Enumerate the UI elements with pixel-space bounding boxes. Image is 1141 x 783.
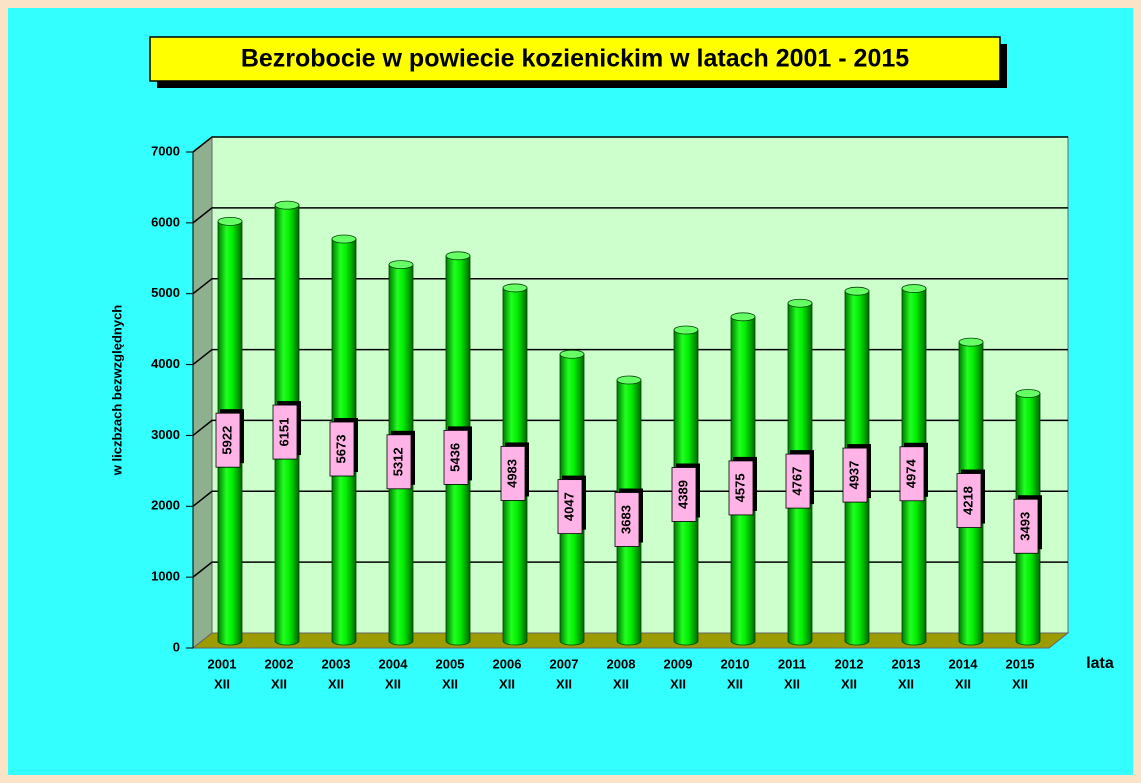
- x-tick-label: 2006: [493, 656, 522, 671]
- data-label: 4974: [903, 459, 918, 489]
- data-label: 5922: [219, 426, 234, 455]
- y-tick-label: 0: [173, 639, 180, 654]
- x-tick-label: 2008: [607, 656, 636, 671]
- label-box: [557, 479, 583, 535]
- x-tick-label: 2001: [208, 656, 237, 671]
- x-tick-label: 2014: [949, 656, 979, 671]
- bar-top: [958, 337, 984, 347]
- x-tick-label: XII: [613, 676, 629, 691]
- label-box: [1013, 498, 1039, 554]
- x-tick-label: XII: [499, 676, 515, 691]
- x-tick-label: 2013: [892, 656, 921, 671]
- label-box: [386, 434, 412, 490]
- x-tick-label: XII: [670, 676, 686, 691]
- x-tick-label: 2015: [1006, 656, 1035, 671]
- x-tick-label: XII: [727, 676, 743, 691]
- x-tick-label: 2005: [436, 656, 465, 671]
- bar-top: [274, 200, 300, 210]
- y-tick-label: 2000: [151, 498, 180, 513]
- bar-top: [616, 375, 642, 385]
- data-label: 6151: [276, 418, 291, 447]
- x-tick-label: XII: [328, 676, 344, 691]
- grid-line: [192, 561, 1068, 578]
- data-label: 4047: [561, 492, 576, 521]
- label-box: [728, 460, 754, 516]
- data-label: 4575: [732, 473, 747, 502]
- bar-top: [1015, 389, 1041, 398]
- data-label: 4983: [504, 459, 519, 488]
- label-box: [215, 412, 241, 468]
- bar-top: [331, 234, 357, 244]
- bar-top: [502, 283, 528, 293]
- x-tick-label: 2011: [778, 656, 806, 671]
- x-tick-label: XII: [385, 676, 401, 691]
- x-tick-label: 2003: [322, 656, 351, 671]
- grid-line: [192, 419, 1068, 437]
- data-label: 5312: [390, 447, 405, 476]
- x-tick-label: XII: [271, 676, 287, 691]
- data-label: 3683: [618, 505, 633, 534]
- data-label: 4218: [960, 486, 975, 515]
- x-axis-label: lata: [1086, 655, 1114, 672]
- data-label: 5436: [447, 443, 462, 472]
- x-tick-label: 2009: [664, 656, 693, 671]
- data-label: 4937: [846, 461, 861, 490]
- x-tick-label: XII: [442, 676, 458, 691]
- y-tick-label: 4000: [151, 356, 180, 371]
- x-tick-label: XII: [214, 676, 230, 691]
- label-box: [329, 421, 355, 477]
- bar-top: [217, 216, 243, 226]
- label-box: [272, 404, 298, 460]
- bar-top: [787, 298, 813, 308]
- label-box: [956, 473, 982, 528]
- bar-top: [730, 312, 756, 322]
- bar-top: [388, 260, 414, 270]
- bar-top: [445, 251, 471, 261]
- data-label: 4389: [675, 480, 690, 509]
- side-wall: [192, 135, 213, 650]
- data-label: 5673: [333, 435, 348, 464]
- title-box: [149, 36, 1001, 82]
- label-box: [614, 492, 640, 547]
- y-tick-label: 7000: [151, 143, 180, 158]
- x-tick-label: 2004: [379, 656, 409, 671]
- x-tick-label: 2007: [550, 656, 579, 671]
- chart-title: Bezrobocie w powiecie kozienickim w lata…: [241, 45, 909, 73]
- grid-line: [192, 348, 1068, 366]
- grid-line: [192, 490, 1068, 507]
- x-tick-label: 2012: [835, 656, 864, 671]
- data-label: 4767: [789, 467, 804, 496]
- x-tick-label: XII: [784, 676, 800, 691]
- label-box: [842, 447, 868, 503]
- grid-line: [192, 277, 1068, 295]
- label-box: [785, 453, 811, 509]
- data-label: 3493: [1017, 512, 1032, 541]
- label-box: [899, 446, 925, 502]
- x-tick-label: XII: [841, 676, 857, 691]
- x-tick-label: 2010: [721, 656, 750, 671]
- x-tick-label: XII: [898, 676, 914, 691]
- bar-top: [673, 325, 699, 335]
- y-tick-label: 1000: [151, 569, 180, 584]
- x-tick-label: XII: [1012, 676, 1028, 691]
- label-box: [500, 446, 526, 501]
- x-tick-label: 2002: [265, 656, 294, 671]
- y-axis-label: w liczbzach bezwzględnych: [109, 305, 124, 477]
- y-tick-label: 6000: [151, 214, 180, 229]
- bar-top: [559, 349, 585, 359]
- x-tick-label: XII: [556, 676, 572, 691]
- y-tick-label: 5000: [151, 285, 180, 300]
- label-box: [671, 467, 697, 522]
- label-box: [443, 430, 469, 485]
- y-tick-label: 3000: [151, 427, 180, 442]
- grid-line: [192, 207, 1068, 224]
- x-tick-label: XII: [955, 676, 971, 691]
- grid-line: [192, 136, 1068, 153]
- bar-top: [844, 286, 870, 296]
- bar-top: [901, 284, 927, 293]
